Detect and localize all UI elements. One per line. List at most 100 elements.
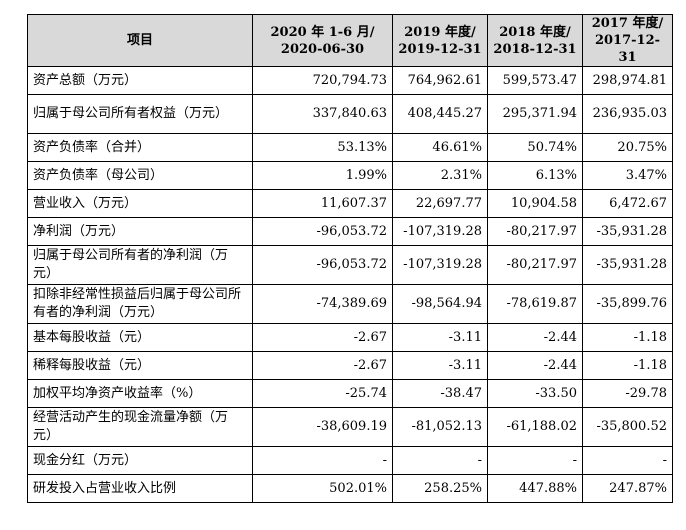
cell-2017: -1.18 <box>582 323 673 352</box>
cell-2018: -2.44 <box>487 351 583 380</box>
header-2019-line1: 2019 年度/ <box>404 24 476 40</box>
table-row: 基本每股收益（元） -2.67 -3.11 -2.44 -1.18 <box>27 323 673 352</box>
cell-2019: -3.11 <box>392 351 488 380</box>
row-label: 营业收入（万元） <box>27 189 253 218</box>
cell-2020h1: 502.01% <box>252 474 393 503</box>
row-label: 研发投入占营业收入比例 <box>27 474 253 503</box>
header-2018-line1: 2018 年度/ <box>499 24 571 40</box>
cell-2018: 10,904.58 <box>487 189 583 218</box>
cell-2020h1: 53.13% <box>252 133 393 162</box>
table-row: 加权平均净资产收益率（%） -25.74 -38.47 -33.50 -29.7… <box>27 379 673 408</box>
row-label: 加权平均净资产收益率（%） <box>27 379 253 408</box>
table-row: 资产负债率（合并） 53.13% 46.61% 50.74% 20.75% <box>27 133 673 162</box>
cell-2017: -35,899.76 <box>582 284 673 324</box>
cell-2019: - <box>392 446 488 475</box>
cell-2017: 6,472.67 <box>582 189 673 218</box>
cell-2018: -2.44 <box>487 323 583 352</box>
table-header-row: 项目 2020 年 1-6 月/ 2020-06-30 2019 年度/ 201… <box>27 14 673 67</box>
cell-2019: -98,564.94 <box>392 284 488 324</box>
table-row: 资产总额（万元） 720,794.73 764,962.61 599,573.4… <box>27 66 673 95</box>
cell-2018: 599,573.47 <box>487 66 583 95</box>
cell-2017: 236,935.03 <box>582 94 673 134</box>
table-row: 归属于母公司所有者的净利润（万元） -96,053.72 -107,319.28… <box>27 245 673 285</box>
cell-2019: 258.25% <box>392 474 488 503</box>
table-row: 资产负债率（母公司） 1.99% 2.31% 6.13% 3.47% <box>27 161 673 190</box>
financial-summary-table: 项目 2020 年 1-6 月/ 2020-06-30 2019 年度/ 201… <box>27 14 673 503</box>
header-2019: 2019 年度/ 2019-12-31 <box>392 14 488 67</box>
table-row: 经营活动产生的现金流量净额（万元） -38,609.19 -81,052.13 … <box>27 407 673 447</box>
table-row: 稀释每股收益（元） -2.67 -3.11 -2.44 -1.18 <box>27 351 673 380</box>
row-label: 归属于母公司所有者的净利润（万元） <box>27 245 253 285</box>
cell-2020h1: -2.67 <box>252 323 393 352</box>
header-2018: 2018 年度/ 2018-12-31 <box>487 14 583 67</box>
row-label: 归属于母公司所有者权益（万元） <box>27 94 253 134</box>
cell-2020h1: -25.74 <box>252 379 393 408</box>
cell-2018: -80,217.97 <box>487 217 583 246</box>
table-row: 现金分红（万元） - - - - <box>27 446 673 475</box>
cell-2017: 247.87% <box>582 474 673 503</box>
cell-2018: 295,371.94 <box>487 94 583 134</box>
cell-2018: -33.50 <box>487 379 583 408</box>
table-row: 研发投入占营业收入比例 502.01% 258.25% 447.88% 247.… <box>27 474 673 503</box>
cell-2018: -80,217.97 <box>487 245 583 285</box>
cell-2017: 3.47% <box>582 161 673 190</box>
cell-2019: -81,052.13 <box>392 407 488 447</box>
header-2020h1-line1: 2020 年 1-6 月/ <box>270 24 375 40</box>
cell-2018: 6.13% <box>487 161 583 190</box>
cell-2017: -1.18 <box>582 351 673 380</box>
cell-2020h1: -96,053.72 <box>252 245 393 285</box>
header-item: 项目 <box>27 14 253 67</box>
financial-table-container: 项目 2020 年 1-6 月/ 2020-06-30 2019 年度/ 201… <box>27 14 673 503</box>
row-label: 资产负债率（母公司） <box>27 161 253 190</box>
table-row: 营业收入（万元） 11,607.37 22,697.77 10,904.58 6… <box>27 189 673 218</box>
cell-2020h1: - <box>252 446 393 475</box>
cell-2019: 22,697.77 <box>392 189 488 218</box>
header-2017-line2: 2017-12-31 <box>594 33 661 65</box>
cell-2019: -38.47 <box>392 379 488 408</box>
cell-2019: -107,319.28 <box>392 245 488 285</box>
cell-2019: 408,445.27 <box>392 94 488 134</box>
cell-2018: 50.74% <box>487 133 583 162</box>
cell-2017: -35,931.28 <box>582 245 673 285</box>
header-2017: 2017 年度/ 2017-12-31 <box>582 14 673 67</box>
row-label: 资产总额（万元） <box>27 66 253 95</box>
cell-2020h1: -38,609.19 <box>252 407 393 447</box>
cell-2017: -35,931.28 <box>582 217 673 246</box>
header-2018-line2: 2018-12-31 <box>493 41 577 57</box>
table-row: 归属于母公司所有者权益（万元） 337,840.63 408,445.27 29… <box>27 94 673 134</box>
row-label: 净利润（万元） <box>27 217 253 246</box>
header-2020h1: 2020 年 1-6 月/ 2020-06-30 <box>252 14 393 67</box>
cell-2020h1: -2.67 <box>252 351 393 380</box>
cell-2017: -35,800.52 <box>582 407 673 447</box>
header-2019-line2: 2019-12-31 <box>398 41 482 57</box>
row-label: 经营活动产生的现金流量净额（万元） <box>27 407 253 447</box>
cell-2020h1: 337,840.63 <box>252 94 393 134</box>
header-item-label: 项目 <box>126 33 153 48</box>
cell-2019: 2.31% <box>392 161 488 190</box>
cell-2019: 46.61% <box>392 133 488 162</box>
cell-2018: -78,619.87 <box>487 284 583 324</box>
cell-2018: -61,188.02 <box>487 407 583 447</box>
cell-2018: 447.88% <box>487 474 583 503</box>
cell-2020h1: 720,794.73 <box>252 66 393 95</box>
cell-2017: 298,974.81 <box>582 66 673 95</box>
cell-2019: -107,319.28 <box>392 217 488 246</box>
row-label: 扣除非经常性损益后归属于母公司所有者的净利润（万元） <box>27 284 253 324</box>
cell-2020h1: -74,389.69 <box>252 284 393 324</box>
cell-2019: 764,962.61 <box>392 66 488 95</box>
cell-2020h1: 11,607.37 <box>252 189 393 218</box>
row-label: 基本每股收益（元） <box>27 323 253 352</box>
cell-2017: - <box>582 446 673 475</box>
cell-2019: -3.11 <box>392 323 488 352</box>
row-label: 资产负债率（合并） <box>27 133 253 162</box>
header-2020h1-line2: 2020-06-30 <box>280 41 365 57</box>
table-row: 净利润（万元） -96,053.72 -107,319.28 -80,217.9… <box>27 217 673 246</box>
cell-2018: - <box>487 446 583 475</box>
cell-2017: 20.75% <box>582 133 673 162</box>
table-row: 扣除非经常性损益后归属于母公司所有者的净利润（万元） -74,389.69 -9… <box>27 284 673 324</box>
cell-2017: -29.78 <box>582 379 673 408</box>
row-label: 稀释每股收益（元） <box>27 351 253 380</box>
cell-2020h1: 1.99% <box>252 161 393 190</box>
cell-2020h1: -96,053.72 <box>252 217 393 246</box>
row-label: 现金分红（万元） <box>27 446 253 475</box>
